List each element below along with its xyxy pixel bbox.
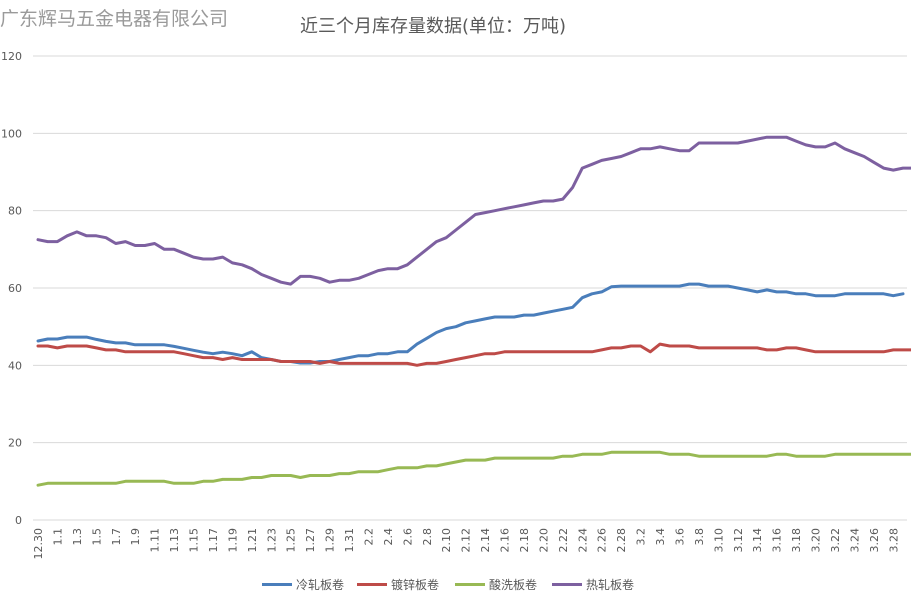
series-lines bbox=[36, 135, 911, 487]
x-tick-label: 2.4 bbox=[382, 528, 395, 546]
y-tick-label: 80 bbox=[8, 205, 22, 218]
x-tick-label: 2.10 bbox=[440, 528, 453, 553]
x-tick-label: 2.22 bbox=[557, 528, 570, 553]
x-tick-label: 1.15 bbox=[188, 528, 201, 553]
x-tick-label: 1.13 bbox=[168, 528, 181, 553]
y-tick-label: 120 bbox=[1, 50, 22, 63]
legend-swatch bbox=[552, 583, 582, 586]
legend-item: 镀锌板卷 bbox=[357, 576, 439, 593]
x-tick-label: 1.19 bbox=[226, 528, 239, 553]
legend-item: 热轧板卷 bbox=[552, 576, 634, 593]
x-tick-label: 2.24 bbox=[576, 528, 589, 553]
legend-item: 酸洗板卷 bbox=[455, 576, 537, 593]
legend-swatch bbox=[262, 583, 292, 586]
chart-title: 近三个月库存量数据(单位：万吨) bbox=[300, 16, 567, 37]
x-tick-label: 3.20 bbox=[810, 528, 823, 553]
x-tick-label: 2.2 bbox=[362, 528, 375, 546]
x-tick-label: 3.24 bbox=[848, 528, 861, 553]
x-tick-label: 1.23 bbox=[265, 528, 278, 553]
y-axis-ticks: 0 20 40 60 80 100 120 bbox=[1, 50, 22, 527]
legend-swatch bbox=[455, 583, 485, 586]
x-tick-label: 3.12 bbox=[732, 528, 745, 553]
x-tick-label: 2.26 bbox=[596, 528, 609, 553]
x-tick-label: 2.6 bbox=[401, 528, 414, 546]
x-tick-label: 1.31 bbox=[343, 528, 356, 553]
legend: 冷轧板卷 镀锌板卷 酸洗板卷 热轧板卷 bbox=[0, 576, 911, 598]
legend-label: 热轧板卷 bbox=[586, 578, 635, 592]
x-tick-label: 1.5 bbox=[90, 528, 103, 546]
x-tick-label: 1.1 bbox=[51, 528, 64, 546]
x-tick-label: 2.8 bbox=[421, 528, 434, 546]
x-tick-label: 3.26 bbox=[868, 528, 881, 553]
x-tick-label: 1.25 bbox=[285, 528, 298, 553]
x-tick-label: 3.16 bbox=[771, 528, 784, 553]
y-tick-label: 20 bbox=[8, 437, 22, 450]
x-tick-label: 3.28 bbox=[887, 528, 900, 553]
x-tick-label: 1.11 bbox=[149, 528, 162, 553]
x-tick-label: 3.18 bbox=[790, 528, 803, 553]
x-tick-label: 1.21 bbox=[246, 528, 259, 553]
x-tick-label: 1.3 bbox=[71, 528, 84, 546]
x-tick-label: 3.6 bbox=[673, 528, 686, 546]
x-tick-label: 12.30 bbox=[32, 528, 45, 560]
legend-label: 酸洗板卷 bbox=[489, 578, 538, 592]
y-tick-label: 40 bbox=[8, 359, 22, 372]
x-tick-label: 3.8 bbox=[693, 528, 706, 546]
series-line-3 bbox=[36, 135, 911, 286]
watermark-text: 广东辉马五金电器有限公司 bbox=[0, 8, 229, 30]
x-tick-label: 2.14 bbox=[479, 528, 492, 553]
legend-item: 冷轧板卷 bbox=[262, 576, 344, 593]
x-tick-label: 2.16 bbox=[499, 528, 512, 553]
x-tick-label: 3.2 bbox=[635, 528, 648, 546]
legend-label: 镀锌板卷 bbox=[391, 578, 440, 592]
x-tick-label: 1.29 bbox=[324, 528, 337, 553]
y-tick-label: 60 bbox=[8, 282, 22, 295]
y-tick-label: 0 bbox=[15, 514, 22, 527]
series-line-2 bbox=[36, 450, 911, 487]
y-tick-label: 100 bbox=[1, 127, 22, 140]
x-tick-label: 2.12 bbox=[460, 528, 473, 553]
x-tick-label: 2.28 bbox=[615, 528, 628, 553]
x-tick-label: 2.20 bbox=[537, 528, 550, 553]
x-tick-label: 3.14 bbox=[751, 528, 764, 553]
x-tick-label: 3.10 bbox=[712, 528, 725, 553]
series-line-0 bbox=[36, 282, 905, 365]
series-line-1 bbox=[36, 342, 911, 367]
x-axis-ticks: 12.30 1.1 1.3 1.5 1.7 1.9 1.11 1.13 1.15 1.17 1.19… bbox=[32, 528, 900, 560]
x-tick-label: 1.17 bbox=[207, 528, 220, 553]
legend-label: 冷轧板卷 bbox=[296, 578, 345, 592]
x-tick-label: 3.22 bbox=[829, 528, 842, 553]
x-tick-label: 1.9 bbox=[129, 528, 142, 546]
gridlines bbox=[33, 55, 907, 521]
x-tick-label: 2.18 bbox=[518, 528, 531, 553]
x-tick-label: 1.27 bbox=[304, 528, 317, 553]
x-tick-label: 3.4 bbox=[654, 528, 667, 546]
x-tick-label: 1.7 bbox=[110, 528, 123, 546]
legend-swatch bbox=[357, 583, 387, 586]
